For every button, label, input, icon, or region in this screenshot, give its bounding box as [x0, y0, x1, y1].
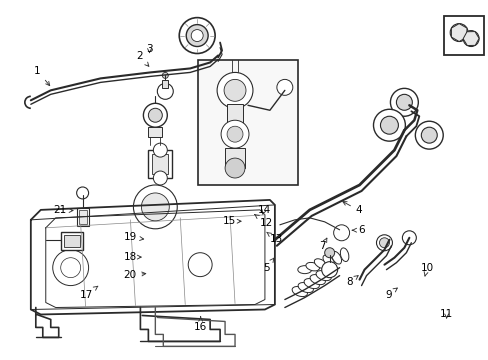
- Bar: [148, 150, 172, 178]
- Bar: [198, 60, 297, 185]
- Circle shape: [414, 121, 442, 149]
- Text: 9: 9: [384, 288, 397, 300]
- Circle shape: [226, 126, 243, 142]
- Circle shape: [53, 250, 88, 285]
- Bar: [152, 154, 168, 174]
- Ellipse shape: [304, 279, 319, 289]
- Text: 15: 15: [223, 216, 241, 226]
- Circle shape: [333, 225, 349, 241]
- Bar: [226, 104, 243, 134]
- Circle shape: [77, 187, 88, 199]
- Bar: [224, 148, 244, 168]
- Circle shape: [276, 80, 292, 95]
- Text: 1: 1: [34, 66, 50, 86]
- Circle shape: [186, 24, 208, 46]
- Text: 12: 12: [254, 215, 272, 228]
- Circle shape: [466, 35, 474, 42]
- Circle shape: [376, 235, 392, 251]
- Ellipse shape: [291, 287, 307, 297]
- Circle shape: [224, 158, 244, 178]
- Circle shape: [162, 72, 168, 78]
- Text: 8: 8: [345, 276, 357, 287]
- Circle shape: [179, 18, 215, 54]
- Bar: [443, 15, 483, 55]
- Circle shape: [153, 171, 167, 185]
- Bar: [162, 80, 168, 88]
- Ellipse shape: [305, 262, 319, 271]
- Circle shape: [462, 31, 478, 46]
- Bar: [148, 127, 162, 137]
- Ellipse shape: [314, 259, 326, 269]
- Circle shape: [380, 116, 398, 134]
- Circle shape: [141, 193, 169, 221]
- Ellipse shape: [323, 255, 334, 266]
- Circle shape: [143, 103, 167, 127]
- Text: 7: 7: [319, 238, 326, 251]
- Text: 11: 11: [439, 310, 452, 319]
- Circle shape: [389, 88, 417, 116]
- Text: 18: 18: [123, 252, 141, 262]
- Circle shape: [221, 120, 248, 148]
- Ellipse shape: [331, 251, 341, 264]
- Circle shape: [148, 108, 162, 122]
- Bar: [61, 232, 82, 250]
- Ellipse shape: [315, 271, 331, 281]
- Circle shape: [157, 84, 173, 99]
- Text: 10: 10: [420, 263, 433, 276]
- Circle shape: [61, 258, 81, 278]
- Circle shape: [153, 143, 167, 157]
- Text: 6: 6: [352, 225, 364, 235]
- Bar: [79, 210, 86, 224]
- Ellipse shape: [298, 283, 313, 293]
- Circle shape: [321, 262, 337, 278]
- Text: 16: 16: [194, 316, 207, 332]
- Circle shape: [373, 109, 405, 141]
- Text: 20: 20: [123, 270, 145, 280]
- Circle shape: [133, 185, 177, 229]
- Circle shape: [402, 231, 415, 245]
- Ellipse shape: [309, 275, 325, 285]
- Text: 19: 19: [123, 232, 143, 242]
- Circle shape: [224, 80, 245, 101]
- Text: 14: 14: [257, 206, 270, 216]
- Bar: [63, 235, 80, 247]
- Circle shape: [421, 127, 436, 143]
- Circle shape: [396, 94, 411, 110]
- Text: 5: 5: [263, 258, 274, 273]
- Ellipse shape: [340, 248, 348, 261]
- Text: 3: 3: [146, 44, 153, 54]
- Text: 2: 2: [136, 51, 148, 66]
- Text: 17: 17: [80, 286, 98, 300]
- Text: 13: 13: [266, 232, 282, 244]
- Circle shape: [191, 30, 203, 41]
- Circle shape: [449, 24, 467, 41]
- Circle shape: [188, 253, 212, 276]
- Circle shape: [453, 28, 463, 37]
- Text: 21: 21: [53, 206, 73, 216]
- Bar: [77, 208, 88, 226]
- Ellipse shape: [297, 266, 311, 274]
- Circle shape: [217, 72, 252, 108]
- Text: 4: 4: [342, 202, 362, 216]
- Circle shape: [379, 238, 388, 248]
- Circle shape: [324, 248, 334, 258]
